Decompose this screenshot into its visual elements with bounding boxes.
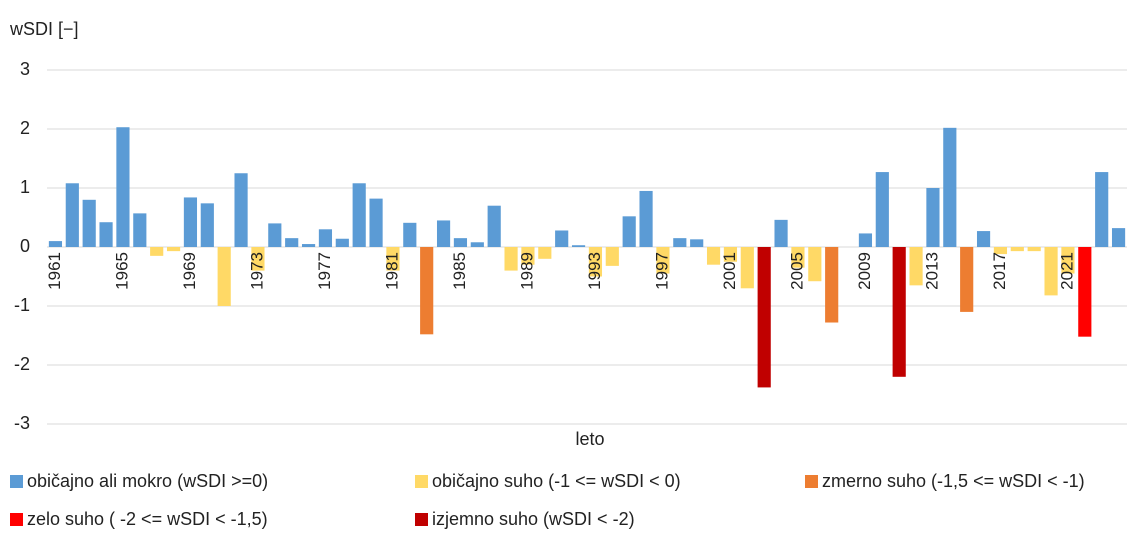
x-tick-label: 2021 [1057,252,1076,290]
bar [656,247,670,274]
x-tick-label: 1993 [585,252,604,290]
y-tick-label: -3 [14,413,30,433]
bar [757,247,771,388]
bar [301,244,316,247]
y-tick-label: 0 [20,236,30,256]
legend-label: zmerno suho (-1,5 <= wSDI < -1) [822,471,1085,491]
bar [588,247,603,277]
bar [622,216,636,247]
chart-title: wSDI [−] [9,19,79,39]
bar [740,247,754,289]
bar [48,241,63,247]
bar [65,183,79,247]
bar [82,199,96,247]
bar [1078,247,1092,337]
legend-label: izjemno suho (wSDI < -2) [432,509,635,529]
x-axis-label: leto [575,429,604,449]
bar [285,238,299,247]
x-tick-label: 2017 [990,252,1009,290]
legend-label: običajno ali mokro (wSDI >=0) [27,471,268,491]
bar [943,127,957,247]
bar [555,230,569,247]
bar [166,247,181,252]
bar [420,247,434,335]
x-tick-label: 2005 [787,252,806,290]
bar [99,222,113,247]
bar [605,247,619,266]
y-tick-label: -1 [14,295,30,315]
bar [200,203,214,247]
x-tick-label: 1981 [382,252,401,290]
bar [960,247,974,312]
bar [926,188,940,247]
bar [538,247,552,259]
x-tick-label: 1989 [517,252,536,290]
bar [436,220,451,247]
bar [217,247,231,306]
x-tick-label: 1997 [652,252,671,290]
bar [234,173,248,247]
legend-swatch [10,513,23,526]
bar [976,231,991,247]
bar [318,229,333,247]
x-tick-label: 2001 [720,252,739,290]
bar [369,198,383,247]
legend-swatch [415,513,428,526]
bar [335,238,349,247]
bar [1027,247,1041,252]
bar [673,238,687,247]
bar [133,213,147,247]
bar [858,233,873,247]
bar [706,247,721,265]
bar [892,247,906,377]
bar [268,223,282,247]
legend-swatch [415,475,428,488]
bar [1061,247,1075,274]
x-tick-label: 1985 [450,252,469,290]
bar [1095,172,1109,247]
bar [774,219,788,247]
bar [993,247,1008,255]
bar [521,247,535,265]
bar [403,222,417,247]
legend-label: zelo suho ( -2 <= wSDI < -1,5) [27,509,268,529]
x-tick-label: 1973 [247,252,266,290]
x-tick-label: 2013 [922,252,941,290]
bar [150,247,164,256]
bar [639,190,653,247]
legend-swatch [805,475,818,488]
y-tick-label: -2 [14,354,30,374]
legend-label: običajno suho (-1 <= wSDI < 0) [432,471,681,491]
bar [352,183,366,247]
bar [808,247,822,282]
bar [453,238,468,247]
bar [470,242,484,247]
x-tick-label: 1961 [45,252,64,290]
bar [1111,228,1126,247]
bar [875,172,889,247]
legend-swatch [10,475,23,488]
bar [251,247,265,271]
bar [791,247,805,268]
x-tick-label: 1969 [180,252,199,290]
bar [1044,247,1058,296]
bar [386,247,400,271]
bar [690,239,704,247]
bar [909,247,923,286]
bar [116,127,130,247]
y-tick-label: 3 [20,59,30,79]
bar [1010,247,1024,252]
bar [825,247,839,323]
bar [487,205,501,247]
x-tick-label: 2009 [855,252,874,290]
y-tick-label: 2 [20,118,30,138]
x-tick-label: 1977 [315,252,334,290]
y-tick-label: 1 [20,177,30,197]
bar [504,247,518,271]
bar [723,247,738,262]
bar [571,245,586,247]
bar [183,197,198,247]
x-tick-label: 1965 [112,252,131,290]
